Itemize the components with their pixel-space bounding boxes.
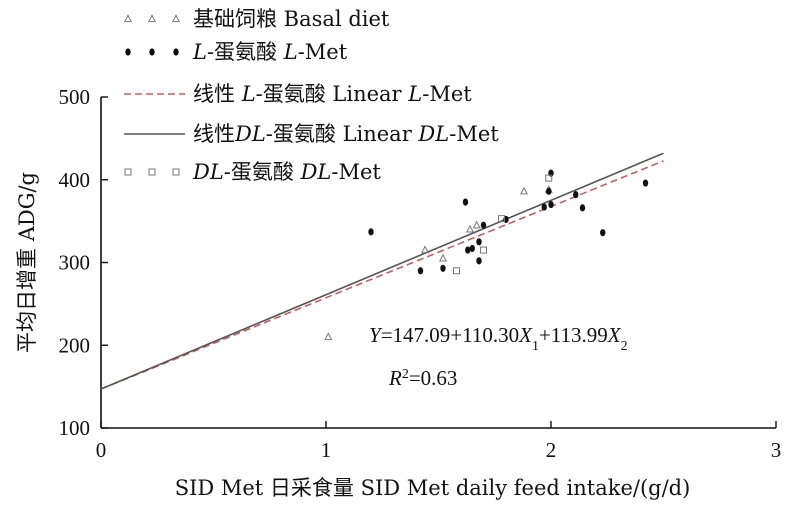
legend-item-dl-met: DL-蛋氨酸 DL-Met [124, 160, 381, 184]
point-basal-diet [472, 220, 481, 229]
data-points [324, 169, 649, 341]
legend-label: 基础饲粮 Basal diet [193, 7, 390, 31]
legend-item-l-met: L-蛋氨酸 L-Met [125, 40, 348, 64]
point-l-met [440, 264, 446, 272]
r-squared-label: R2=0.63 [388, 366, 457, 390]
series-line-linear-l-met [100, 160, 664, 390]
y-tick-label: 200 [59, 333, 91, 357]
point-l-met [480, 221, 487, 229]
legend-swatch-marker [123, 14, 133, 23]
y-tick-label: 400 [59, 168, 91, 192]
legend-swatch-marker [148, 168, 156, 176]
point-l-met [573, 191, 579, 199]
y-tick-label: 300 [59, 251, 91, 275]
legend-label: DL-蛋氨酸 DL-Met [192, 160, 381, 184]
point-l-met [469, 244, 475, 253]
point-l-met [417, 267, 424, 275]
point-l-met [462, 198, 469, 206]
legend-swatch-marker [125, 48, 131, 56]
legend-swatch-marker [173, 48, 179, 56]
point-l-met [368, 228, 374, 236]
x-tick-label: 1 [321, 438, 332, 462]
legend-item-linear-dl-met: 线性DL-蛋氨酸 Linear DL-Met [124, 122, 499, 146]
point-l-met [579, 204, 586, 212]
legend-item-basal-diet: 基础饲粮 Basal diet [123, 7, 390, 31]
legend-swatch-marker [171, 14, 181, 23]
legend-swatch-marker [124, 168, 132, 176]
regression-equation: Y=147.09+110.30X1+113.99X2 [369, 323, 628, 354]
legend-label: L-蛋氨酸 L-Met [192, 40, 348, 64]
x-tick-label: 3 [771, 438, 782, 462]
point-l-met [642, 179, 649, 187]
legend-item-linear-l-met: 线性 L-蛋氨酸 Linear L-Met [124, 82, 472, 106]
point-l-met [476, 257, 482, 265]
y-tick-label: 500 [59, 85, 91, 109]
x-tick-label: 2 [546, 438, 557, 462]
annotations: Y=147.09+110.30X1+113.99X2 R2=0.63 [369, 323, 628, 390]
point-basal-diet [420, 245, 430, 254]
legend-swatch-marker [172, 168, 180, 176]
point-dl-met [480, 246, 487, 254]
legend: 基础饲粮 Basal diet L-蛋氨酸 L-Met 线性 L-蛋氨酸 Linea… [123, 7, 499, 184]
point-dl-met [545, 174, 553, 182]
point-l-met [541, 203, 547, 211]
regression-lines [100, 152, 664, 390]
axes: 0 1 2 3 100 200 300 400 500 SID Met 日采食量 SID Met … [15, 85, 781, 500]
point-l-met [546, 187, 552, 195]
legend-label: 线性DL-蛋氨酸 Linear DL-Met [193, 122, 499, 146]
point-dl-met [498, 215, 505, 223]
legend-swatch-marker [147, 14, 157, 23]
point-basal-diet [465, 224, 475, 233]
point-dl-met [453, 267, 460, 275]
series-line-linear-dl-met [100, 152, 664, 390]
x-tick-label: 0 [96, 438, 107, 462]
y-tick-label: 100 [59, 416, 91, 440]
legend-label: 线性 L-蛋氨酸 Linear L-Met [193, 82, 472, 106]
legend-swatch-marker [149, 48, 155, 56]
point-l-met [476, 238, 482, 246]
point-basal-diet [438, 253, 448, 262]
y-axis-title: 平均日增重 ADG/g [15, 172, 39, 353]
point-l-met [548, 169, 554, 177]
x-axis-title: SID Met 日采食量 SID Met daily feed intake/(… [175, 476, 691, 500]
point-l-met [600, 229, 606, 237]
point-l-met [548, 200, 554, 209]
point-basal-diet [324, 332, 333, 341]
point-l-met [465, 246, 471, 254]
point-basal-diet [519, 186, 529, 195]
